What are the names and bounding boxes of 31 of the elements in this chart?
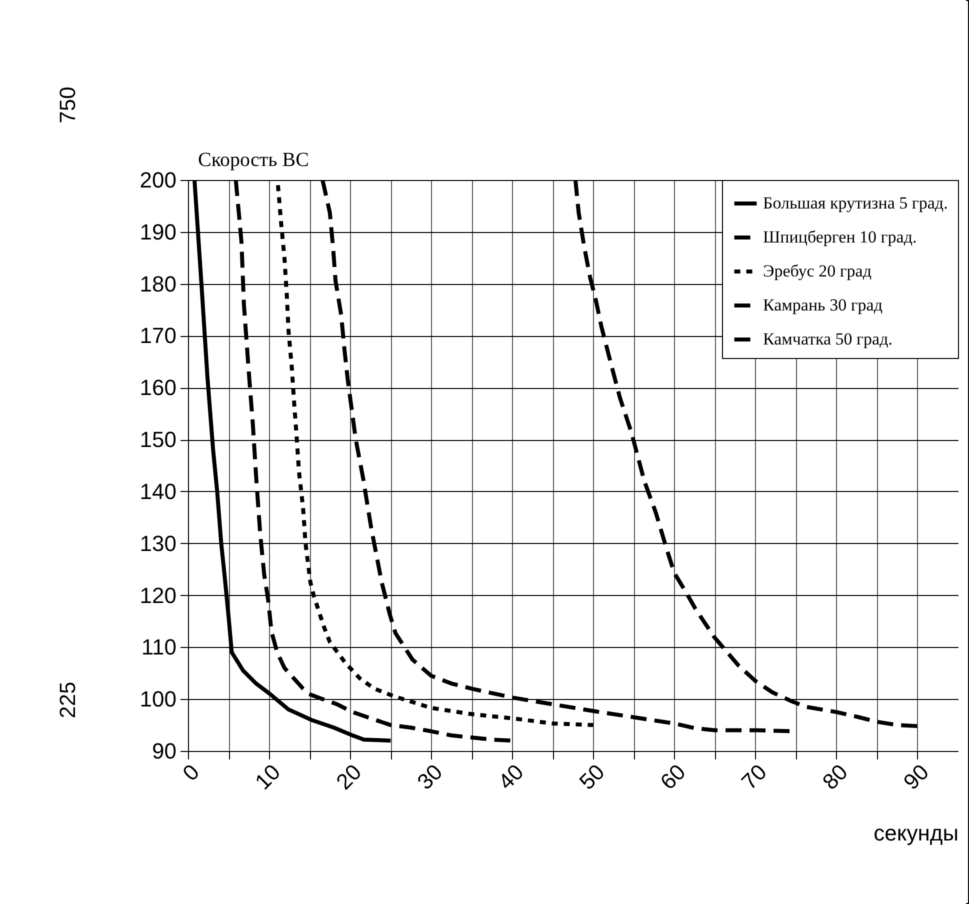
x-tick-label: 70: [736, 759, 772, 794]
y-tick-label: 190: [140, 219, 176, 244]
y-tick-label: 150: [140, 427, 176, 452]
y-tick-label: 130: [140, 530, 176, 556]
x-tick-label: 50: [574, 759, 610, 794]
x-tick-label: 90: [898, 759, 934, 794]
legend-label: Эребус 20 град: [763, 262, 872, 280]
y-tick-label: 200: [140, 168, 176, 192]
y-tick-label: 110: [141, 634, 176, 660]
y-tick-label: 140: [140, 478, 176, 504]
x-tick-label: 60: [655, 759, 690, 794]
legend-label: Большая крутизна 5 град.: [763, 194, 948, 212]
x-tick-label: 30: [412, 759, 448, 794]
x-axis-title: секунды: [874, 820, 958, 846]
legend-label: Камчатка 50 град.: [763, 330, 892, 348]
y-tick-label: 100: [140, 686, 176, 712]
x-tick-label: 40: [493, 759, 528, 794]
x-tick-label: 80: [817, 759, 852, 794]
x-tick-label: 20: [331, 759, 366, 794]
legend-label: Камрань 30 град: [763, 296, 883, 314]
legend-label: Шпицберген 10 град.: [763, 228, 917, 246]
x-tick-label: 0: [178, 759, 204, 786]
y-tick-label: 90: [152, 738, 176, 764]
x-tick-label: 10: [250, 759, 286, 794]
text: 225: [55, 682, 80, 718]
y-tick-label: 180: [140, 271, 176, 296]
text: 750: [55, 86, 80, 124]
y-tick-label: 120: [140, 582, 176, 608]
text: Скорость ВС: [198, 149, 309, 171]
y-tick-label: 170: [140, 323, 176, 348]
y-tick-label: 160: [140, 375, 176, 400]
